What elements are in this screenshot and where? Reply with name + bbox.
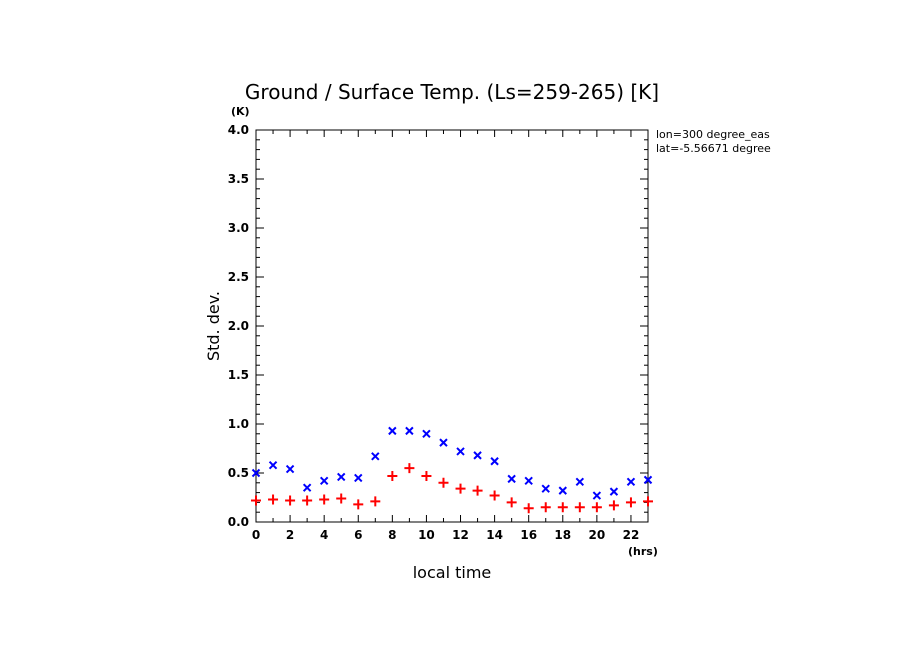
series-1 (251, 463, 653, 514)
data-point (405, 426, 414, 436)
data-point (319, 476, 329, 486)
data-point (438, 477, 449, 488)
data-point (404, 463, 415, 474)
chart-title: Ground / Surface Temp. (Ls=259-265) [K] (245, 80, 659, 104)
data-point (523, 503, 534, 514)
data-point (591, 502, 602, 513)
x-tick-label: 6 (354, 528, 362, 542)
data-point (251, 468, 261, 478)
axis-ticks (255, 129, 649, 523)
x-tick-label: 0 (252, 528, 260, 542)
data-point (524, 476, 533, 486)
y-tick-label: 0.5 (228, 466, 249, 480)
data-point (371, 452, 380, 461)
data-point (507, 474, 516, 484)
x-tick-label: 22 (623, 528, 640, 542)
y-axis-label: Std. dev. (204, 291, 223, 361)
data-point (285, 464, 295, 474)
data-point (540, 502, 551, 513)
y-tick-label: 2.5 (228, 270, 249, 284)
data-point (455, 483, 466, 494)
data-point (387, 470, 398, 481)
data-point (575, 477, 585, 487)
data-point (319, 494, 330, 505)
data-marks (251, 426, 653, 514)
x-tick-label: 10 (418, 528, 435, 542)
annotation-lat: lat=-5.56671 degree (656, 142, 771, 155)
x-unit-label: (hrs) (628, 545, 658, 558)
data-point (643, 496, 653, 507)
y-tick-label: 3.5 (228, 172, 249, 186)
data-point (302, 495, 313, 506)
y-tick-label: 0.0 (228, 515, 249, 529)
y-tick-label: 1.0 (228, 417, 249, 431)
data-point (268, 460, 278, 470)
series-0 (251, 426, 653, 500)
data-point (558, 486, 567, 495)
data-point (302, 483, 312, 492)
y-tick-label: 3.0 (228, 221, 249, 235)
x-tick-label: 12 (452, 528, 469, 542)
data-point (370, 496, 381, 507)
data-point (422, 429, 431, 439)
y-tick-label: 4.0 (228, 123, 249, 137)
y-unit-label: (K) (231, 105, 250, 118)
x-tick-label: 20 (589, 528, 606, 542)
x-tick-label: 14 (486, 528, 503, 542)
y-tick-label: 2.0 (228, 319, 249, 333)
data-point (354, 473, 363, 483)
data-point (472, 485, 483, 496)
data-point (285, 495, 296, 506)
annotation-lon: lon=300 degree_eas (656, 128, 770, 141)
data-point (251, 495, 261, 506)
data-point (592, 491, 602, 500)
data-point (388, 426, 397, 436)
data-point (625, 497, 636, 508)
data-point (489, 490, 500, 501)
x-tick-label: 8 (388, 528, 396, 542)
data-point (626, 477, 636, 487)
y-tick-label: 1.5 (228, 368, 249, 382)
plot-frame (255, 129, 649, 523)
data-point (456, 447, 465, 456)
data-point (643, 475, 653, 485)
tick-labels: 0 2 4 6 8 10 12 14 16 18 20 22 0.0 0.5 1.0 1.5 2.0 2.5 3.0… (228, 123, 640, 542)
data-point (473, 451, 482, 460)
data-point (574, 502, 585, 513)
x-tick-label: 16 (520, 528, 537, 542)
x-tick-label: 18 (554, 528, 571, 542)
data-point (439, 438, 448, 447)
data-point (353, 499, 364, 510)
data-point (609, 487, 619, 496)
x-tick-label: 4 (320, 528, 328, 542)
x-tick-label: 2 (286, 528, 294, 542)
data-point (557, 502, 568, 513)
data-point (490, 457, 499, 466)
data-point (421, 470, 432, 481)
data-point (541, 484, 550, 493)
data-point (336, 493, 347, 504)
data-point (337, 472, 346, 482)
data-point (608, 500, 619, 511)
x-axis-label: local time (413, 563, 492, 582)
data-point (268, 494, 279, 505)
data-point (506, 497, 517, 508)
